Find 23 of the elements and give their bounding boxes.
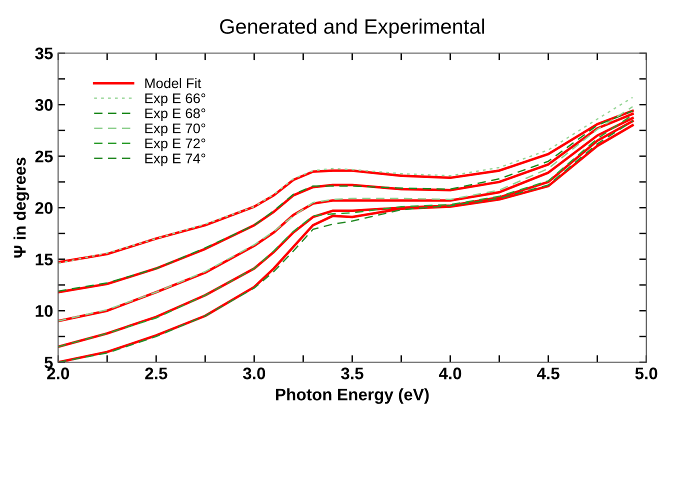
y-tick-label: 15 [36,254,53,266]
legend-label: Exp E 68° [145,108,206,122]
x-tick-label: 3.5 [341,368,364,380]
x-tick-label: 5.0 [635,368,658,380]
chart-title: Generated and Experimental [220,18,484,38]
x-axis-title: Photon Energy (eV) [276,388,429,404]
x-tick-label: 4.5 [536,368,560,380]
y-tick-label: 30 [35,99,53,111]
x-tick-label: 2.5 [145,368,168,380]
y-tick-label: 25 [35,150,53,162]
x-tick-label: 2.0 [47,368,70,380]
x-tick-label: 4.0 [438,368,462,380]
y-tick-label: 35 [35,48,53,60]
legend-label: Exp E 66° [145,93,206,106]
y-tick-label: 20 [35,202,53,214]
y-tick-label: 5 [44,356,53,368]
legend-label: Model Fit [145,78,202,88]
y-axis-title: Ψ in degrees [14,158,30,258]
x-tick-label: 3.0 [242,368,266,380]
y-tick-label: 10 [36,305,53,317]
legend-label: Exp E 72° [145,138,206,152]
legend-label: Exp E 74° [145,154,206,166]
legend-label: Exp E 70° [145,123,206,136]
